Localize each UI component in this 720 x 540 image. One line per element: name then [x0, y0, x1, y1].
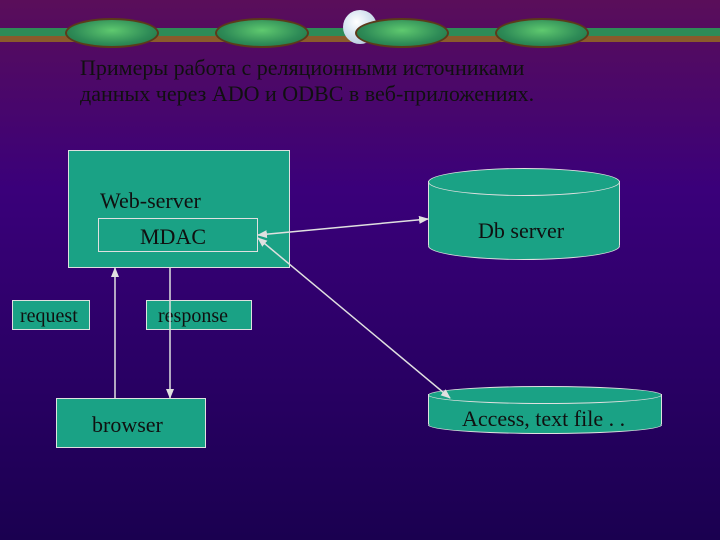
mdac-label: MDAC	[140, 224, 206, 250]
hill-icon	[355, 18, 449, 48]
dbserver-cyl-top	[428, 168, 620, 196]
request-label: request	[20, 305, 78, 328]
storage-cyl-top	[428, 386, 662, 404]
response-label: response	[158, 305, 228, 328]
browser-label: browser	[92, 412, 163, 438]
soil-strip	[0, 36, 720, 42]
title-line-2: данных через ADO и ODBC в веб-приложения…	[80, 81, 534, 106]
hill-icon	[215, 18, 309, 48]
top-landscape	[0, 18, 720, 46]
webserver-label: Web-server	[100, 188, 201, 214]
hill-icon	[65, 18, 159, 48]
slide: Примеры работа с реляционными источникам…	[0, 0, 720, 540]
storage-label: Access, text file . .	[462, 406, 625, 432]
dbserver-label: Db server	[478, 218, 564, 244]
title-line-1: Примеры работа с реляционными источникам…	[80, 55, 524, 80]
moon-icon	[343, 10, 377, 44]
grass-strip	[0, 28, 720, 36]
hill-icon	[495, 18, 589, 48]
slide-title: Примеры работа с реляционными источникам…	[80, 55, 640, 108]
